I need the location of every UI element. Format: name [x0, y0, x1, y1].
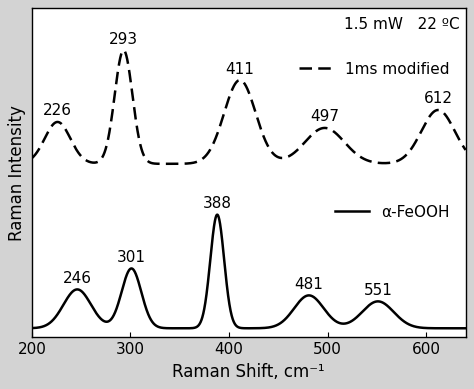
Text: 226: 226 [43, 103, 72, 118]
Text: 246: 246 [63, 271, 92, 286]
Text: 481: 481 [294, 277, 323, 292]
Text: 551: 551 [364, 283, 392, 298]
Text: 301: 301 [117, 250, 146, 265]
X-axis label: Raman Shift, cm⁻¹: Raman Shift, cm⁻¹ [173, 363, 325, 381]
Text: 612: 612 [424, 91, 453, 107]
Legend: α-FeOOH: α-FeOOH [329, 199, 456, 226]
Text: 1.5 mW   22 ºC: 1.5 mW 22 ºC [344, 17, 459, 32]
Text: 293: 293 [109, 32, 138, 47]
Text: 388: 388 [203, 196, 232, 211]
Y-axis label: Raman Intensity: Raman Intensity [9, 105, 27, 241]
Text: 497: 497 [310, 109, 339, 124]
Text: 411: 411 [226, 61, 255, 77]
